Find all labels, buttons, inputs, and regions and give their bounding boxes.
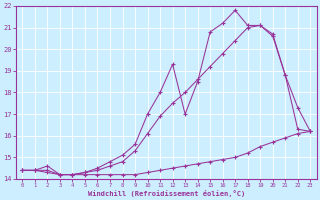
X-axis label: Windchill (Refroidissement éolien,°C): Windchill (Refroidissement éolien,°C) — [88, 190, 245, 197]
